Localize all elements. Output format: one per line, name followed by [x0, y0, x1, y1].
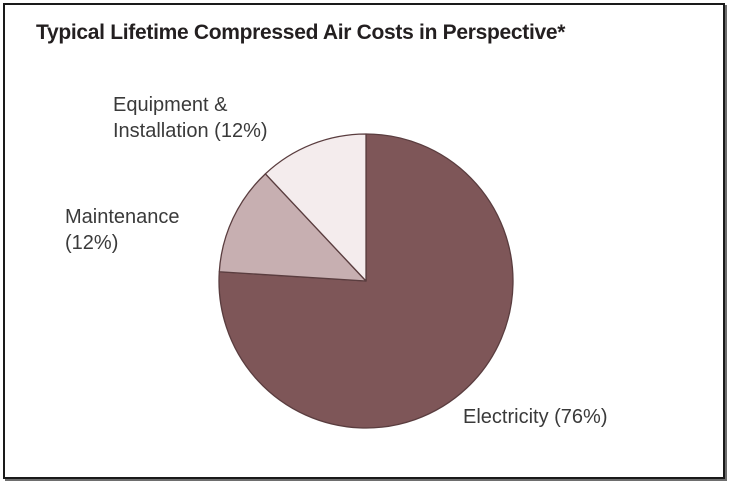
- pie-slice-maintenance: [218, 173, 367, 282]
- slice-label-equipment-installation: Equipment & Installation (12%): [113, 92, 268, 144]
- pie-slice-equipment-installation: [264, 133, 367, 282]
- chart-title: Typical Lifetime Compressed Air Costs in…: [36, 21, 566, 44]
- slice-label-maintenance: Maintenance (12%): [65, 204, 180, 256]
- slice-label-maintenance-line-1: Maintenance: [65, 206, 180, 228]
- slice-label-maintenance-line-2: (12%): [65, 232, 119, 254]
- slice-label-equipment-installation-line-2: Installation (12%): [113, 120, 268, 142]
- slice-label-equipment-installation-line-1: Equipment &: [113, 94, 228, 116]
- slice-label-electricity: Electricity (76%): [463, 404, 607, 430]
- slice-label-electricity-line-1: Electricity (76%): [463, 406, 608, 428]
